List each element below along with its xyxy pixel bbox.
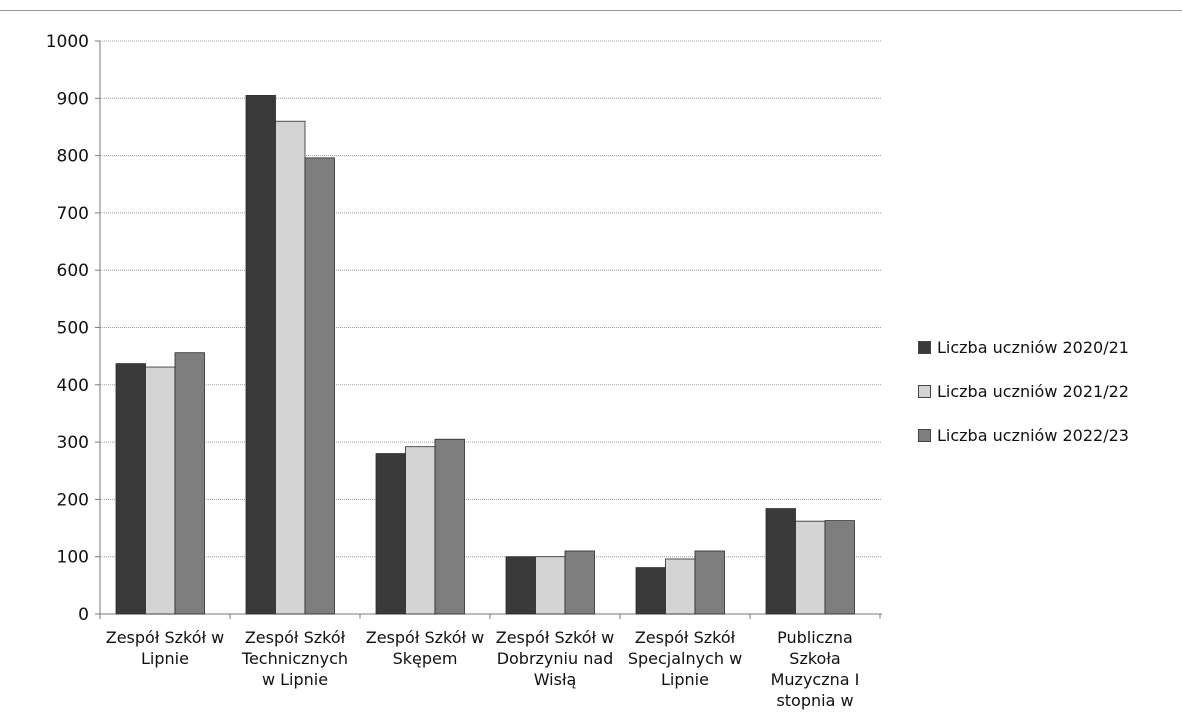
y-tick-label: 600 [57,261,89,281]
legend-item-series-1: Liczba uczniów 2021/22 [918,382,1180,401]
y-tick-label: 100 [57,548,89,568]
bars [115,95,855,615]
gridlines [100,40,882,558]
bar-series-0-cat-1 [245,95,276,615]
x-category-label: Zespół Szkół Specjalnych w Lipnie [628,628,742,689]
y-tick-label: 800 [57,147,89,167]
bar-series-0-cat-0 [115,363,146,615]
y-tick-labels: 0 100 200 300 400 500 600 700 800 900 1000 [46,32,89,625]
y-tick-label: 0 [78,605,89,625]
y-tick-label: 400 [57,376,89,396]
bar-series-2-cat-2 [434,438,465,615]
y-tick-label: 900 [57,89,89,109]
legend-item-series-2: Liczba uczniów 2022/23 [918,426,1180,445]
bar-series-2-cat-5 [824,520,855,615]
x-category-labels: Zespół Szkół w Lipnie Zespół Szkół Technicz… [106,628,860,710]
legend-swatch-series-0 [918,341,931,354]
bar-series-1-cat-4 [665,558,696,615]
bar-series-2-cat-0 [174,352,205,615]
y-tick-label: 300 [57,433,89,453]
axes [95,40,882,619]
x-category-label: Zespół Szkół w Skępem [366,628,484,668]
x-category-label: Zespół Szkół Technicznych w Lipnie [241,628,348,689]
y-tick-label: 1000 [46,32,89,52]
y-tick-label: 200 [57,490,89,510]
bar-series-1-cat-0 [145,366,176,615]
legend-swatch-series-2 [918,429,931,442]
y-tick-label: 700 [57,204,89,224]
legend-label-series-0: Liczba uczniów 2020/21 [937,338,1129,357]
bar-series-0-cat-2 [375,453,406,615]
chart-frame-top-border [0,10,1182,11]
x-category-label: Zespół Szkół w Dobrzyniu nad Wisłą [496,628,614,689]
bar-series-1-cat-2 [405,446,436,615]
x-category-label: Zespół Szkół w Lipnie [106,628,224,668]
legend-swatch-series-1 [918,385,931,398]
bar-series-1-cat-1 [275,120,306,615]
bar-series-1-cat-3 [535,556,566,615]
bar-series-2-cat-4 [694,550,725,615]
bar-series-0-cat-4 [635,567,666,615]
legend-label-series-1: Liczba uczniów 2021/22 [937,382,1129,401]
chart-legend: Liczba uczniów 2020/21 Liczba uczniów 20… [918,338,1180,470]
bar-series-2-cat-3 [564,550,595,615]
legend-label-series-2: Liczba uczniów 2022/23 [937,426,1129,445]
bar-series-0-cat-5 [765,508,796,615]
bar-series-2-cat-1 [304,157,335,615]
legend-item-series-0: Liczba uczniów 2020/21 [918,338,1180,357]
bar-series-1-cat-5 [795,520,826,615]
y-tick-label: 500 [57,319,89,339]
bar-series-0-cat-3 [505,556,536,615]
